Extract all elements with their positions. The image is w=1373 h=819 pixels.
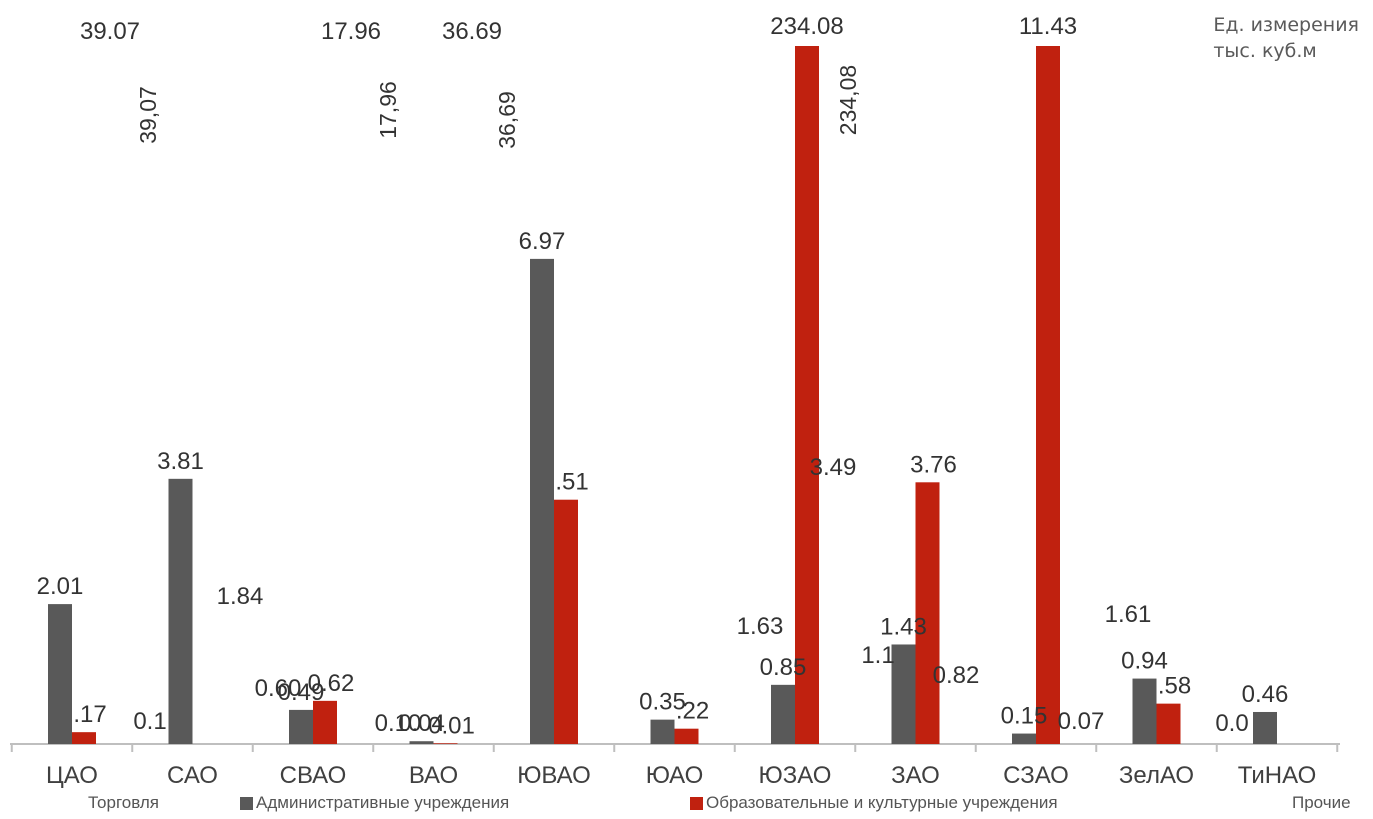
- bar-edu: [554, 499, 578, 744]
- bar-admin: [1012, 733, 1036, 744]
- legend-swatch-admin: [240, 796, 253, 810]
- data-label-extra: 0.07: [1058, 708, 1105, 735]
- bar-admin: [530, 258, 554, 744]
- bar-admin: [1253, 711, 1277, 744]
- data-label-rotated: 39,07: [135, 86, 161, 144]
- data-label-extra: 0.1: [133, 708, 166, 735]
- bar-admin: [48, 604, 72, 744]
- legend-swatch-edu: [690, 796, 703, 810]
- data-label-edu: 234.08: [770, 13, 843, 40]
- data-label-extra: 1.61: [1105, 601, 1152, 628]
- bar-admin: [650, 719, 675, 744]
- data-label-admin: 3.81: [157, 448, 204, 475]
- data-label-admin: 2.01: [37, 573, 84, 600]
- data-label-admin: 0.15: [1001, 703, 1048, 730]
- data-label-rotated: 17,96: [375, 81, 401, 139]
- bar-edu: [1156, 703, 1181, 744]
- data-label-admin: 0.85: [760, 654, 807, 681]
- data-label-extra: 0.0: [1215, 710, 1248, 737]
- legend-item-trade[interactable]: Торговля: [88, 793, 159, 813]
- unit-note-line1: Ед. измерения: [1213, 14, 1359, 36]
- data-label-extra: 0.82: [933, 662, 980, 689]
- bar-edu: [915, 482, 940, 744]
- bar-edu: [795, 46, 819, 744]
- data-label-top: 39.07: [80, 18, 140, 45]
- data-label-top: 36.69: [442, 18, 502, 45]
- x-tick-label: САО: [167, 762, 218, 789]
- unit-note: Ед. измерения тыс. куб.м: [1213, 12, 1359, 64]
- legend: Торговля Административные учреждения Обр…: [0, 793, 1373, 819]
- data-label-admin: 0.46: [1242, 681, 1289, 708]
- data-label-edu: .51: [555, 469, 588, 496]
- data-label-top: 17.96: [321, 18, 381, 45]
- data-label-admin: 0.94: [1121, 648, 1168, 675]
- data-label-edu: 0.01: [428, 712, 475, 739]
- x-tick-label: СВАО: [280, 762, 347, 789]
- bar-chart: ЦАО САО СВАО ВАО ЮВАО ЮАО ЮЗАО ЗАО СЗАО ЗелАО ТиНА…: [10, 13, 1340, 789]
- data-label-extra: 1.1: [861, 642, 894, 669]
- bar-edu: [313, 700, 337, 744]
- legend-label-edu: Образовательные и культурные учреждения: [706, 793, 1058, 812]
- x-tick-label: ЮЗАО: [759, 762, 832, 789]
- legend-label-trade: Торговля: [88, 793, 160, 812]
- bar-edu: [1036, 46, 1060, 744]
- x-tick-label: ТиНАО: [1238, 762, 1317, 789]
- data-label-extra: 0.10: [375, 710, 422, 737]
- data-label-edu: .22: [676, 698, 709, 725]
- legend-label-other: Прочие: [1292, 793, 1351, 812]
- x-tick-label: ЗелАО: [1119, 762, 1194, 789]
- data-label-extra: 0.60: [255, 675, 302, 702]
- data-label-admin: 0.04: [398, 710, 445, 737]
- data-label-extra: 1.84: [217, 583, 264, 610]
- data-label-edu: .17: [73, 701, 106, 728]
- data-label-edu: 0.62: [308, 670, 355, 697]
- x-tick-label: ЮВАО: [517, 762, 591, 789]
- bar-edu: [72, 732, 96, 744]
- data-label-edu: .58: [1158, 673, 1191, 700]
- data-label-admin: 6.97: [519, 228, 566, 255]
- x-tick-label: ЗАО: [891, 762, 940, 789]
- data-label-edu: 11.43: [1019, 13, 1077, 40]
- bar-admin: [289, 709, 313, 744]
- bar-admin: [168, 478, 193, 744]
- bar-edu: [674, 728, 699, 744]
- data-label-admin: 0.49: [278, 679, 325, 706]
- bar-admin: [891, 644, 916, 744]
- unit-note-line2: тыс. куб.м: [1213, 40, 1317, 62]
- data-label-admin: 0.35: [639, 689, 686, 716]
- bar-admin: [1132, 678, 1157, 744]
- bar-admin: [409, 741, 434, 744]
- legend-item-admin[interactable]: Административные учреждения: [240, 793, 509, 813]
- legend-label-admin: Административные учреждения: [256, 793, 510, 812]
- bar-admin: [771, 684, 795, 744]
- data-label-admin: 1.43: [880, 613, 927, 640]
- legend-item-edu[interactable]: Образовательные и культурные учреждения: [690, 793, 1058, 813]
- x-tick-label: ВАО: [409, 762, 458, 789]
- data-label-extra: 1.63: [737, 613, 784, 640]
- x-tick-label: СЗАО: [1003, 762, 1069, 789]
- bar-edu: [433, 743, 458, 744]
- data-label-extra: 3.49: [810, 454, 857, 481]
- x-tick-label: ЮАО: [646, 762, 704, 789]
- data-label-rotated: 36,69: [494, 91, 520, 149]
- legend-item-other[interactable]: Прочие: [1292, 793, 1351, 813]
- x-tick-label: ЦАО: [46, 762, 98, 789]
- data-label-rotated: 234,08: [835, 65, 861, 135]
- data-label-edu: 3.76: [910, 451, 957, 478]
